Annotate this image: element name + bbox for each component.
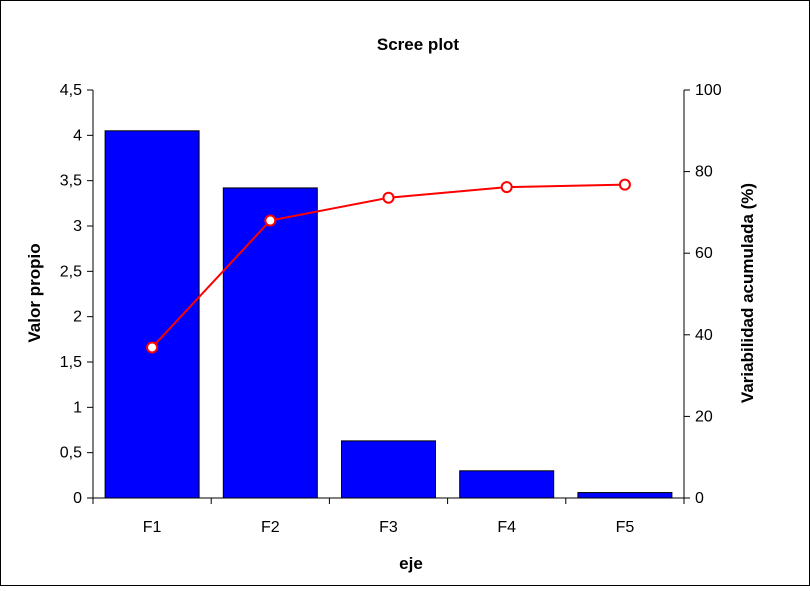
y-tick-label: 4,5 [60, 82, 82, 99]
x-axis-title: eje [399, 554, 423, 573]
y2-tick-label: 80 [695, 164, 713, 181]
x-tick-label: F3 [379, 519, 398, 536]
y-tick-label: 0,5 [60, 445, 82, 462]
line-point-f5 [618, 178, 631, 191]
line-point-f3 [382, 191, 395, 204]
y-axis-title: Valor propio [25, 243, 44, 342]
bar-f5 [577, 492, 673, 499]
bar-f1 [104, 130, 200, 499]
y-tick-label: 3,5 [60, 173, 82, 190]
y-tick-label: 4 [73, 127, 82, 144]
y2-tick-label: 60 [695, 245, 713, 262]
y-tick-label: 2 [73, 309, 82, 326]
bar-f2 [222, 187, 318, 499]
line-point-f1 [146, 341, 159, 354]
y-tick-label: 1,5 [60, 354, 82, 371]
plot-area: 0 0,5 1 1,5 2 2,5 3 3,5 4 4,5 0 20 40 60 80 100 F1 F2 F3 F4… [60, 82, 722, 536]
x-tick-label: F5 [616, 519, 635, 536]
y2-tick-label: 40 [695, 327, 713, 344]
line-point-f4 [500, 181, 513, 194]
y-tick-label: 3 [73, 218, 82, 235]
bar-f4 [459, 470, 555, 499]
chart-title: Scree plot [377, 35, 460, 54]
y-tick-label: 0 [73, 490, 82, 507]
y2-tick-label: 0 [695, 490, 704, 507]
y-tick-label: 2,5 [60, 263, 82, 280]
y2-axis-title: Variabilidad acumulada (%) [738, 183, 757, 403]
x-tick-label: F4 [497, 519, 516, 536]
y2-tick-label: 100 [695, 82, 722, 99]
x-tick-label: F1 [143, 519, 162, 536]
bar-f3 [341, 440, 436, 499]
line-point-f2 [264, 214, 277, 227]
y2-tick-label: 20 [695, 408, 713, 425]
y-tick-label: 1 [73, 399, 82, 416]
x-tick-label: F2 [261, 519, 280, 536]
